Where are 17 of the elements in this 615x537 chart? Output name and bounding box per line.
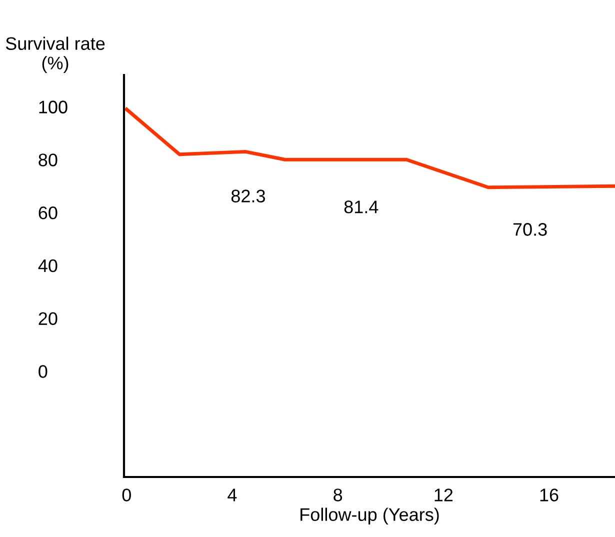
y-tick-label: 20 [38, 312, 58, 326]
x-tick-label: 8 [334, 488, 342, 502]
y-axis-title: Survival rate (%) [6, 36, 105, 73]
y-tick-label: 60 [38, 206, 58, 220]
x-tick-label: 16 [540, 488, 558, 502]
y-tick-label: 80 [38, 154, 58, 166]
x-tick-label: 12 [434, 488, 453, 502]
annotation: 70.3 [513, 223, 547, 236]
y-tick-label: 40 [38, 259, 58, 272]
annotation: 82.3 [231, 190, 265, 202]
y-tick-label: 100 [39, 100, 68, 114]
x-tick-label: 4 [228, 488, 237, 502]
x-tick-label: 0 [122, 488, 131, 502]
line-series [124, 108, 615, 190]
annotation: 81.4 [344, 200, 378, 214]
y-tick-label: 0 [38, 365, 48, 378]
x-axis-title: Follow-up (Years) [300, 508, 439, 525]
